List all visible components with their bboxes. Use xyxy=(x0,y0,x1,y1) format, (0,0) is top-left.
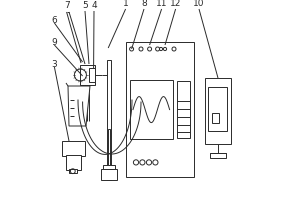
Text: 12: 12 xyxy=(170,0,181,8)
Bar xyxy=(130,80,172,139)
Bar xyxy=(205,78,231,144)
Text: 9: 9 xyxy=(51,38,57,47)
Bar xyxy=(101,169,117,180)
Text: 1: 1 xyxy=(123,0,128,8)
Polygon shape xyxy=(68,86,90,126)
Bar xyxy=(107,60,111,180)
Text: 3: 3 xyxy=(51,60,57,69)
Bar xyxy=(126,42,194,177)
Bar xyxy=(62,141,85,156)
Text: 10: 10 xyxy=(193,0,205,8)
Text: 8: 8 xyxy=(141,0,147,8)
Bar xyxy=(208,87,227,131)
Text: 6: 6 xyxy=(51,16,57,25)
Text: 4: 4 xyxy=(91,1,97,10)
Bar xyxy=(69,169,76,173)
Text: 11: 11 xyxy=(156,0,167,8)
Bar xyxy=(177,81,190,138)
Bar xyxy=(66,155,81,170)
Text: 5: 5 xyxy=(82,1,88,10)
Bar xyxy=(108,129,110,165)
Text: 7: 7 xyxy=(64,1,70,10)
Bar xyxy=(89,68,94,82)
Bar xyxy=(212,113,219,123)
Bar xyxy=(210,153,226,158)
Bar xyxy=(103,165,115,169)
Bar xyxy=(80,65,95,85)
